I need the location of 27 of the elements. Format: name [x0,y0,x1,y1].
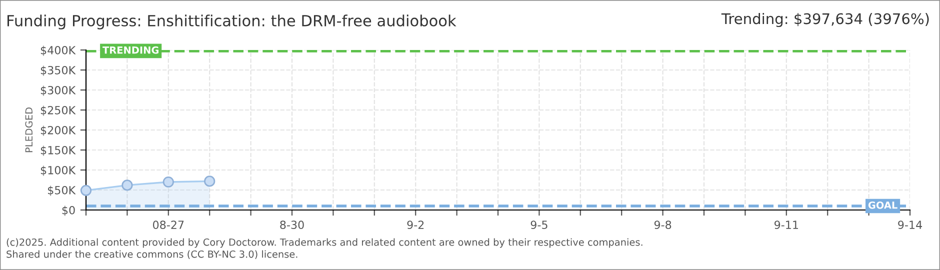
y-tick-label: $200K [40,126,76,136]
y-tick-label: $50K [48,186,76,196]
point [162,176,174,188]
chart-subtitle: Trending: $397,634 (3976%) [721,12,929,28]
ref-line-label: GOAL [868,201,898,209]
x-tick-label: 9-5 [530,220,548,230]
ref-line-label: TRENDING [102,46,158,54]
x-tick-label: 9-11 [774,220,798,230]
x-tick-label: 08-27 [152,220,184,230]
x-tick-label: 9-14 [898,220,922,230]
y-axis-title: PLEDGED [25,108,33,152]
y-tick-label: $0 [62,206,75,216]
text: (c)2025. Additional content provided by Cory Doctorow. Trademarks and related content are owned by their respective companies. [6,238,642,248]
point [204,176,216,187]
x-tick-label: 9-8 [654,220,672,230]
y-tick-label: $150K [40,146,76,156]
y-tick-label: $350K [40,66,76,76]
y-tick-label: $400K [40,46,76,56]
point [122,180,133,191]
y-tick-label: $250K [40,106,76,116]
chart-title: Funding Progress: Enshittification: the DRM-free audiobook [8,14,456,30]
text: Shared under the creative commons (CC BY-NC 3.0) license. [6,250,298,259]
point [80,184,92,196]
x-tick-label: 9-2 [407,220,424,230]
x-tick-label: 8-30 [280,220,304,230]
y-tick-label: $100K [40,166,76,176]
y-tick-label: $300K [40,86,76,96]
